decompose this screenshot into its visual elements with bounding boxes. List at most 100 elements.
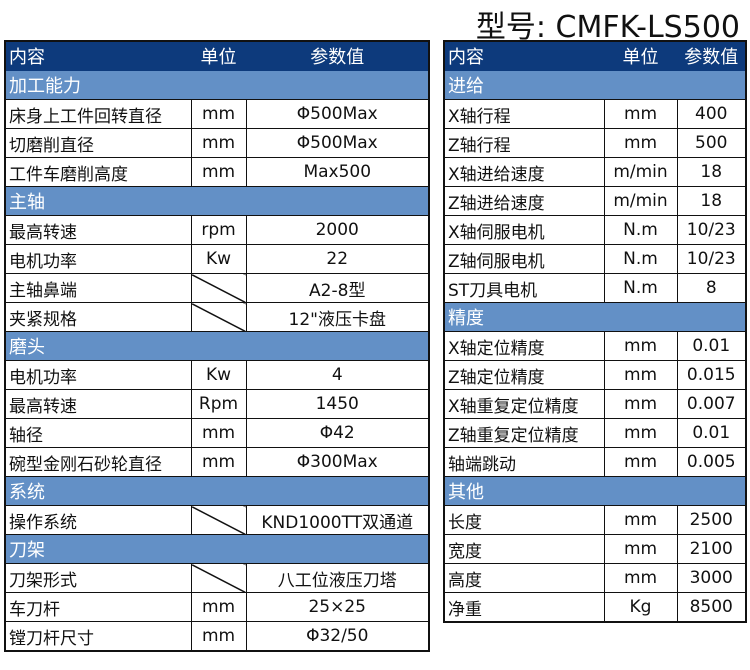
item-value: 18 (676, 157, 747, 187)
table-row: 操作系统 KND1000TT双通道 (4, 505, 430, 535)
unit-not-applicable (190, 505, 247, 535)
item-unit: N.m (603, 215, 678, 245)
table-row: 工件车磨削高度 mm Max500 (4, 157, 430, 187)
item-value: Max500 (245, 157, 430, 187)
section-row: 精度 (443, 302, 747, 332)
item-unit: Rpm (190, 389, 247, 419)
item-name: 床身上工件回转直径 (4, 99, 192, 129)
section-row: 系统 (4, 476, 430, 506)
item-unit: mm (603, 418, 678, 448)
item-unit: mm (603, 128, 678, 158)
item-name: 操作系统 (4, 505, 192, 535)
item-name: ST刀具电机 (443, 273, 605, 303)
section-label: 其他 (443, 476, 747, 506)
table-row: 碗型金刚石砂轮直径 mm Φ300Max (4, 447, 430, 477)
header-cell: 参数值 (676, 40, 747, 71)
table-row: Z轴重复定位精度 mm 0.01 (443, 418, 747, 448)
item-value: Φ500Max (245, 128, 430, 158)
item-value: 10/23 (676, 215, 747, 245)
table-row: X轴重复定位精度 mm 0.007 (443, 389, 747, 419)
item-unit: mm (190, 157, 247, 187)
section-row: 进给 (443, 70, 747, 100)
item-value: 八工位液压刀塔 (245, 563, 430, 593)
table-row: 高度 mm 3000 (443, 563, 747, 593)
section-row: 刀架 (4, 534, 430, 564)
item-value: 0.015 (676, 360, 747, 390)
item-value: 4 (245, 360, 430, 390)
item-name: Z轴进给速度 (443, 186, 605, 216)
section-label: 刀架 (4, 534, 430, 564)
table-row: Z轴伺服电机 N.m 10/23 (443, 244, 747, 274)
table-row: 轴端跳动 mm 0.005 (443, 447, 747, 477)
item-name: Z轴行程 (443, 128, 605, 158)
item-name: 高度 (443, 563, 605, 593)
section-label: 主轴 (4, 186, 430, 216)
item-name: 最高转速 (4, 215, 192, 245)
table-row: 镗刀杆尺寸 mm Φ32/50 (4, 621, 430, 652)
table-row: 夹紧规格 12"液压卡盘 (4, 302, 430, 332)
table-row: X轴定位精度 mm 0.01 (443, 331, 747, 361)
item-name: 最高转速 (4, 389, 192, 419)
item-name: 碗型金刚石砂轮直径 (4, 447, 192, 477)
item-value: 0.01 (676, 331, 747, 361)
item-unit: mm (603, 563, 678, 593)
table-row: 宽度 mm 2100 (443, 534, 747, 564)
section-label: 磨头 (4, 331, 430, 361)
item-unit: mm (603, 360, 678, 390)
item-value: Φ300Max (245, 447, 430, 477)
item-name: X轴伺服电机 (443, 215, 605, 245)
table-row: X轴进给速度 m/min 18 (443, 157, 747, 187)
section-row: 磨头 (4, 331, 430, 361)
item-unit: mm (603, 505, 678, 535)
table-row: X轴行程 mm 400 (443, 99, 747, 129)
item-value: 2100 (676, 534, 747, 564)
item-name: 夹紧规格 (4, 302, 192, 332)
item-name: 电机功率 (4, 360, 192, 390)
item-name: 宽度 (443, 534, 605, 564)
item-value: 0.005 (676, 447, 747, 477)
item-value: 18 (676, 186, 747, 216)
item-value: 1450 (245, 389, 430, 419)
item-name: Z轴重复定位精度 (443, 418, 605, 448)
section-label: 加工能力 (4, 70, 430, 100)
item-name: X轴进给速度 (443, 157, 605, 187)
table-row: 轴径 mm Φ42 (4, 418, 430, 448)
item-value: Φ32/50 (245, 621, 430, 652)
item-name: 净重 (443, 592, 605, 623)
item-unit: m/min (603, 157, 678, 187)
item-value: 500 (676, 128, 747, 158)
item-value: 3000 (676, 563, 747, 593)
unit-not-applicable (190, 302, 247, 332)
item-unit: mm (190, 447, 247, 477)
table-row: ST刀具电机 N.m 8 (443, 273, 747, 303)
item-value: 10/23 (676, 244, 747, 274)
table-row: 长度 mm 2500 (443, 505, 747, 535)
item-unit: mm (603, 99, 678, 129)
item-name: Z轴伺服电机 (443, 244, 605, 274)
table-header: 内容 单位 参数值 (443, 40, 747, 71)
section-label: 精度 (443, 302, 747, 332)
table-row: X轴伺服电机 N.m 10/23 (443, 215, 747, 245)
model-title: 型号: CMFK-LS500 (475, 10, 740, 45)
item-name: 车刀杆 (4, 592, 192, 622)
unit-not-applicable (190, 563, 247, 593)
item-unit: mm (190, 621, 247, 652)
header-cell: 参数值 (245, 40, 430, 71)
item-unit: Kg (603, 592, 678, 623)
item-value: Φ42 (245, 418, 430, 448)
item-unit: mm (190, 418, 247, 448)
item-value: 25×25 (245, 592, 430, 622)
item-unit: Kw (190, 360, 247, 390)
item-unit: N.m (603, 244, 678, 274)
item-name: 主轴鼻端 (4, 273, 192, 303)
item-unit: mm (603, 447, 678, 477)
item-unit: N.m (603, 273, 678, 303)
spec-table-left: 内容 单位 参数值 加工能力 床身上工件回转直径 mm Φ500Max 切磨削直径 mm Φ500… (4, 40, 430, 652)
section-label: 进给 (443, 70, 747, 100)
item-name: 轴径 (4, 418, 192, 448)
table-row: 主轴鼻端 A2-8型 (4, 273, 430, 303)
item-value: 2000 (245, 215, 430, 245)
table-row: 切磨削直径 mm Φ500Max (4, 128, 430, 158)
item-name: 轴端跳动 (443, 447, 605, 477)
item-value: 22 (245, 244, 430, 274)
